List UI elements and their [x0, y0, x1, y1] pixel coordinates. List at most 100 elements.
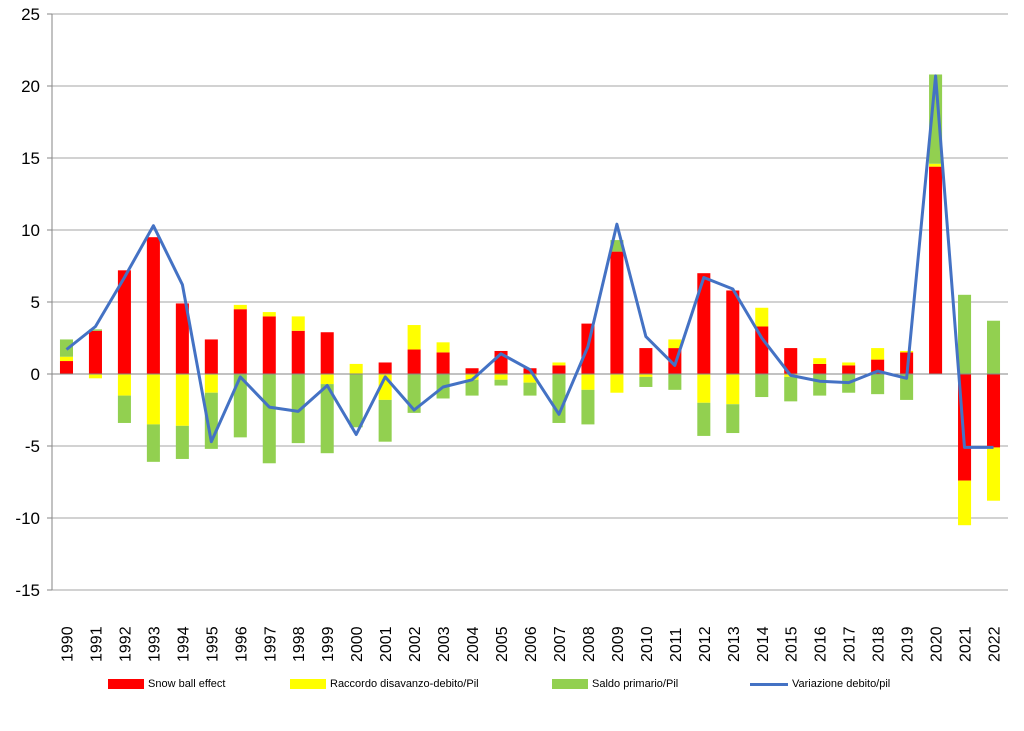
legend-swatch — [552, 679, 588, 689]
bars — [59, 74, 1001, 526]
bar-segment — [697, 402, 711, 436]
x-tick-label: 1990 — [59, 626, 76, 662]
bar-segment — [291, 316, 305, 331]
bar-segment — [146, 374, 160, 425]
legend-label: Snow ball effect — [148, 678, 226, 690]
bar-segment — [204, 339, 218, 374]
bar-segment — [407, 325, 421, 350]
bar-segment — [639, 348, 653, 374]
grid-lines — [52, 13, 1008, 591]
x-tick-label: 2013 — [726, 626, 743, 662]
x-tick-label: 2007 — [552, 626, 569, 662]
x-tick-label: 2000 — [349, 626, 366, 662]
bar-segment — [726, 290, 740, 374]
y-tick-label: 10 — [21, 221, 40, 240]
bar-segment — [88, 329, 102, 331]
x-tick-label: 2001 — [378, 626, 395, 662]
x-tick-label: 2010 — [639, 626, 656, 662]
bar-segment — [465, 368, 479, 374]
bar-segment — [175, 425, 189, 459]
bar-segment — [175, 374, 189, 426]
x-tick-label: 2008 — [581, 626, 598, 662]
bar-segment — [88, 330, 102, 374]
bar-segment — [784, 376, 798, 402]
bar-segment — [349, 374, 363, 428]
legend-label: Variazione debito/pil — [792, 678, 891, 690]
bar-segment — [291, 330, 305, 374]
bar-segment — [407, 349, 421, 374]
bar-segment — [204, 374, 218, 393]
bar-segment — [581, 374, 595, 390]
bar-segment — [59, 356, 74, 362]
bar-segment — [117, 395, 131, 423]
y-tick-label: 25 — [21, 5, 40, 24]
bar-segment — [233, 374, 247, 438]
bar-segment — [233, 309, 247, 374]
x-tick-label: 1992 — [117, 626, 134, 662]
bar-segment — [639, 376, 653, 387]
x-tick-label: 2002 — [407, 626, 424, 662]
bar-segment — [726, 374, 740, 405]
x-tick-label: 2003 — [436, 626, 453, 662]
bar-segment — [668, 374, 682, 390]
bar-segment — [465, 379, 479, 396]
x-tick-label: 2009 — [610, 626, 627, 662]
bar-segment — [146, 424, 160, 462]
bar-segment — [59, 361, 74, 374]
y-tick-label: 0 — [31, 365, 40, 384]
legend-item: Variazione debito/pil — [750, 678, 890, 690]
x-tick-label: 1999 — [320, 626, 337, 662]
x-tick-label: 1998 — [291, 626, 308, 662]
bar-segment — [929, 163, 943, 167]
bar-segment — [262, 374, 276, 464]
x-tick-label: 2006 — [523, 626, 540, 662]
y-tick-label: 20 — [21, 77, 40, 96]
bar-segment — [900, 374, 914, 400]
x-tick-label: 1993 — [146, 626, 163, 662]
bar-segment — [610, 374, 624, 393]
bar-segment — [407, 374, 421, 413]
bar-segment — [320, 384, 334, 454]
x-tick-labels: 1990 1991 1992 1993 1994 1995 1996 1997 1998 1999… — [59, 626, 1003, 662]
bar-segment — [233, 304, 247, 310]
bar-segment — [871, 348, 885, 360]
y-tick-label: 15 — [21, 149, 40, 168]
x-tick-label: 2022 — [987, 626, 1004, 662]
legend-label: Raccordo disavanzo-debito/Pil — [330, 678, 479, 690]
y-tick-labels: -15 -10 -5 0 5 10 15 20 25 — [15, 5, 40, 600]
bar-segment — [668, 339, 682, 349]
x-tick-label: 2021 — [958, 626, 975, 662]
bar-segment — [755, 374, 769, 398]
x-tick-label: 2019 — [900, 626, 917, 662]
y-tick-label: -15 — [15, 581, 40, 600]
y-tick-label: -5 — [25, 437, 40, 456]
x-tick-label: 2018 — [871, 626, 888, 662]
legend-item: Raccordo disavanzo-debito/Pil — [290, 678, 479, 690]
bar-segment — [436, 342, 450, 353]
bar-segment — [552, 365, 566, 374]
bar-segment — [929, 166, 943, 374]
bar-segment — [494, 374, 508, 380]
bar-segment — [842, 365, 856, 374]
bar-segment — [581, 389, 595, 425]
bar-segment — [175, 303, 189, 374]
bar-segment — [900, 350, 914, 353]
bar-segment — [349, 363, 363, 374]
bar-segment — [88, 374, 102, 379]
legend-item: Snow ball effect — [108, 678, 225, 690]
bar-segment — [610, 251, 624, 374]
bar-segment — [986, 447, 1001, 501]
bar-segment — [986, 320, 1001, 374]
axes — [47, 13, 1008, 591]
bar-segment — [813, 374, 827, 396]
x-tick-label: 2014 — [755, 626, 772, 662]
bar-segment — [697, 374, 711, 403]
bar-segment — [320, 332, 334, 374]
bar-segment — [378, 362, 392, 374]
bar-segment — [639, 374, 653, 377]
bar-segment — [291, 374, 305, 444]
bar-segment — [697, 273, 711, 374]
x-tick-label: 1991 — [88, 626, 105, 662]
legend-label: Saldo primario/Pil — [592, 678, 679, 690]
